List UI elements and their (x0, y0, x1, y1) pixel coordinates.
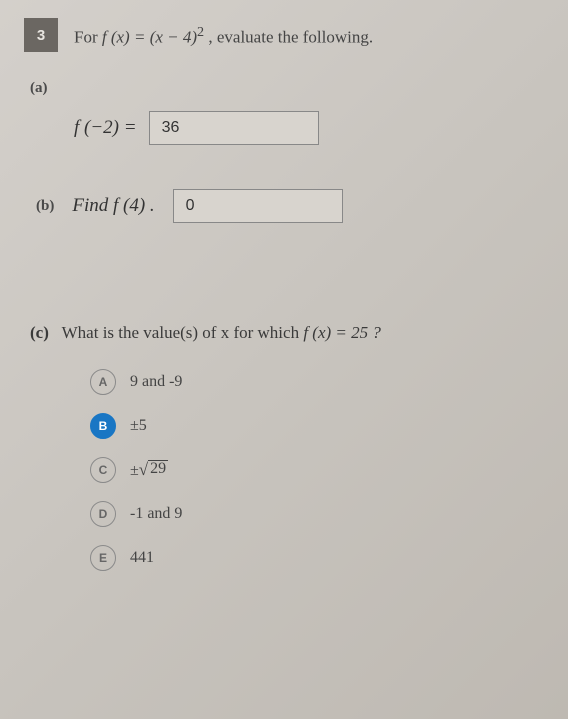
choice-c-text: ±√29 (130, 460, 168, 480)
part-b-text: Find f (4) . (72, 195, 154, 216)
part-b-answer-input[interactable]: 0 (173, 189, 343, 223)
prompt-suffix: , evaluate the following. (204, 28, 373, 47)
choice-a[interactable]: A 9 and -9 (90, 369, 544, 395)
choice-e-letter: E (90, 545, 116, 571)
question-number-box: 3 (24, 18, 58, 52)
part-a-expression: f (−2) = (74, 117, 137, 139)
choice-b-letter: B (90, 413, 116, 439)
choice-a-letter: A (90, 369, 116, 395)
part-a-row: f (−2) = 36 (74, 111, 544, 145)
part-b: (b) Find f (4) . 0 (30, 189, 544, 223)
part-a-answer-input[interactable]: 36 (149, 111, 319, 145)
part-c: (c) What is the value(s) of x for which … (30, 323, 544, 571)
choices-list: A 9 and -9 B ±5 C ±√29 D -1 and 9 E 441 (90, 369, 544, 571)
part-b-row: (b) Find f (4) . 0 (36, 189, 544, 223)
question-prompt: For f (x) = (x − 4)2 , evaluate the foll… (74, 18, 373, 48)
choice-d[interactable]: D -1 and 9 (90, 501, 544, 527)
part-b-answer-value: 0 (186, 197, 195, 215)
question-header: 3 For f (x) = (x − 4)2 , evaluate the fo… (24, 18, 544, 52)
part-b-label: (b) (36, 198, 54, 215)
choice-d-text: -1 and 9 (130, 505, 182, 523)
choice-b[interactable]: B ±5 (90, 413, 544, 439)
part-a-label: (a) (30, 80, 544, 97)
choice-c[interactable]: C ±√29 (90, 457, 544, 483)
choice-c-prefix: ± (130, 462, 139, 479)
choice-b-text: ±5 (130, 417, 147, 435)
choice-d-letter: D (90, 501, 116, 527)
choice-e-text: 441 (130, 549, 154, 567)
prompt-prefix: For (74, 28, 102, 47)
part-c-question: (c) What is the value(s) of x for which … (30, 323, 544, 343)
part-c-func: f (x) = 25 ? (303, 323, 381, 342)
question-number: 3 (37, 27, 45, 44)
prompt-function: f (x) = (x − 4) (102, 28, 197, 47)
part-a: (a) f (−2) = 36 (30, 80, 544, 145)
sqrt-icon: √29 (139, 460, 168, 480)
part-c-text-prefix: What is the value(s) of x for which (62, 323, 304, 342)
part-a-answer-value: 36 (162, 119, 180, 137)
choice-c-sqrt-arg: 29 (148, 460, 168, 477)
choice-a-text: 9 and -9 (130, 373, 182, 391)
choice-c-letter: C (90, 457, 116, 483)
choice-e[interactable]: E 441 (90, 545, 544, 571)
part-c-label: (c) (30, 323, 49, 342)
